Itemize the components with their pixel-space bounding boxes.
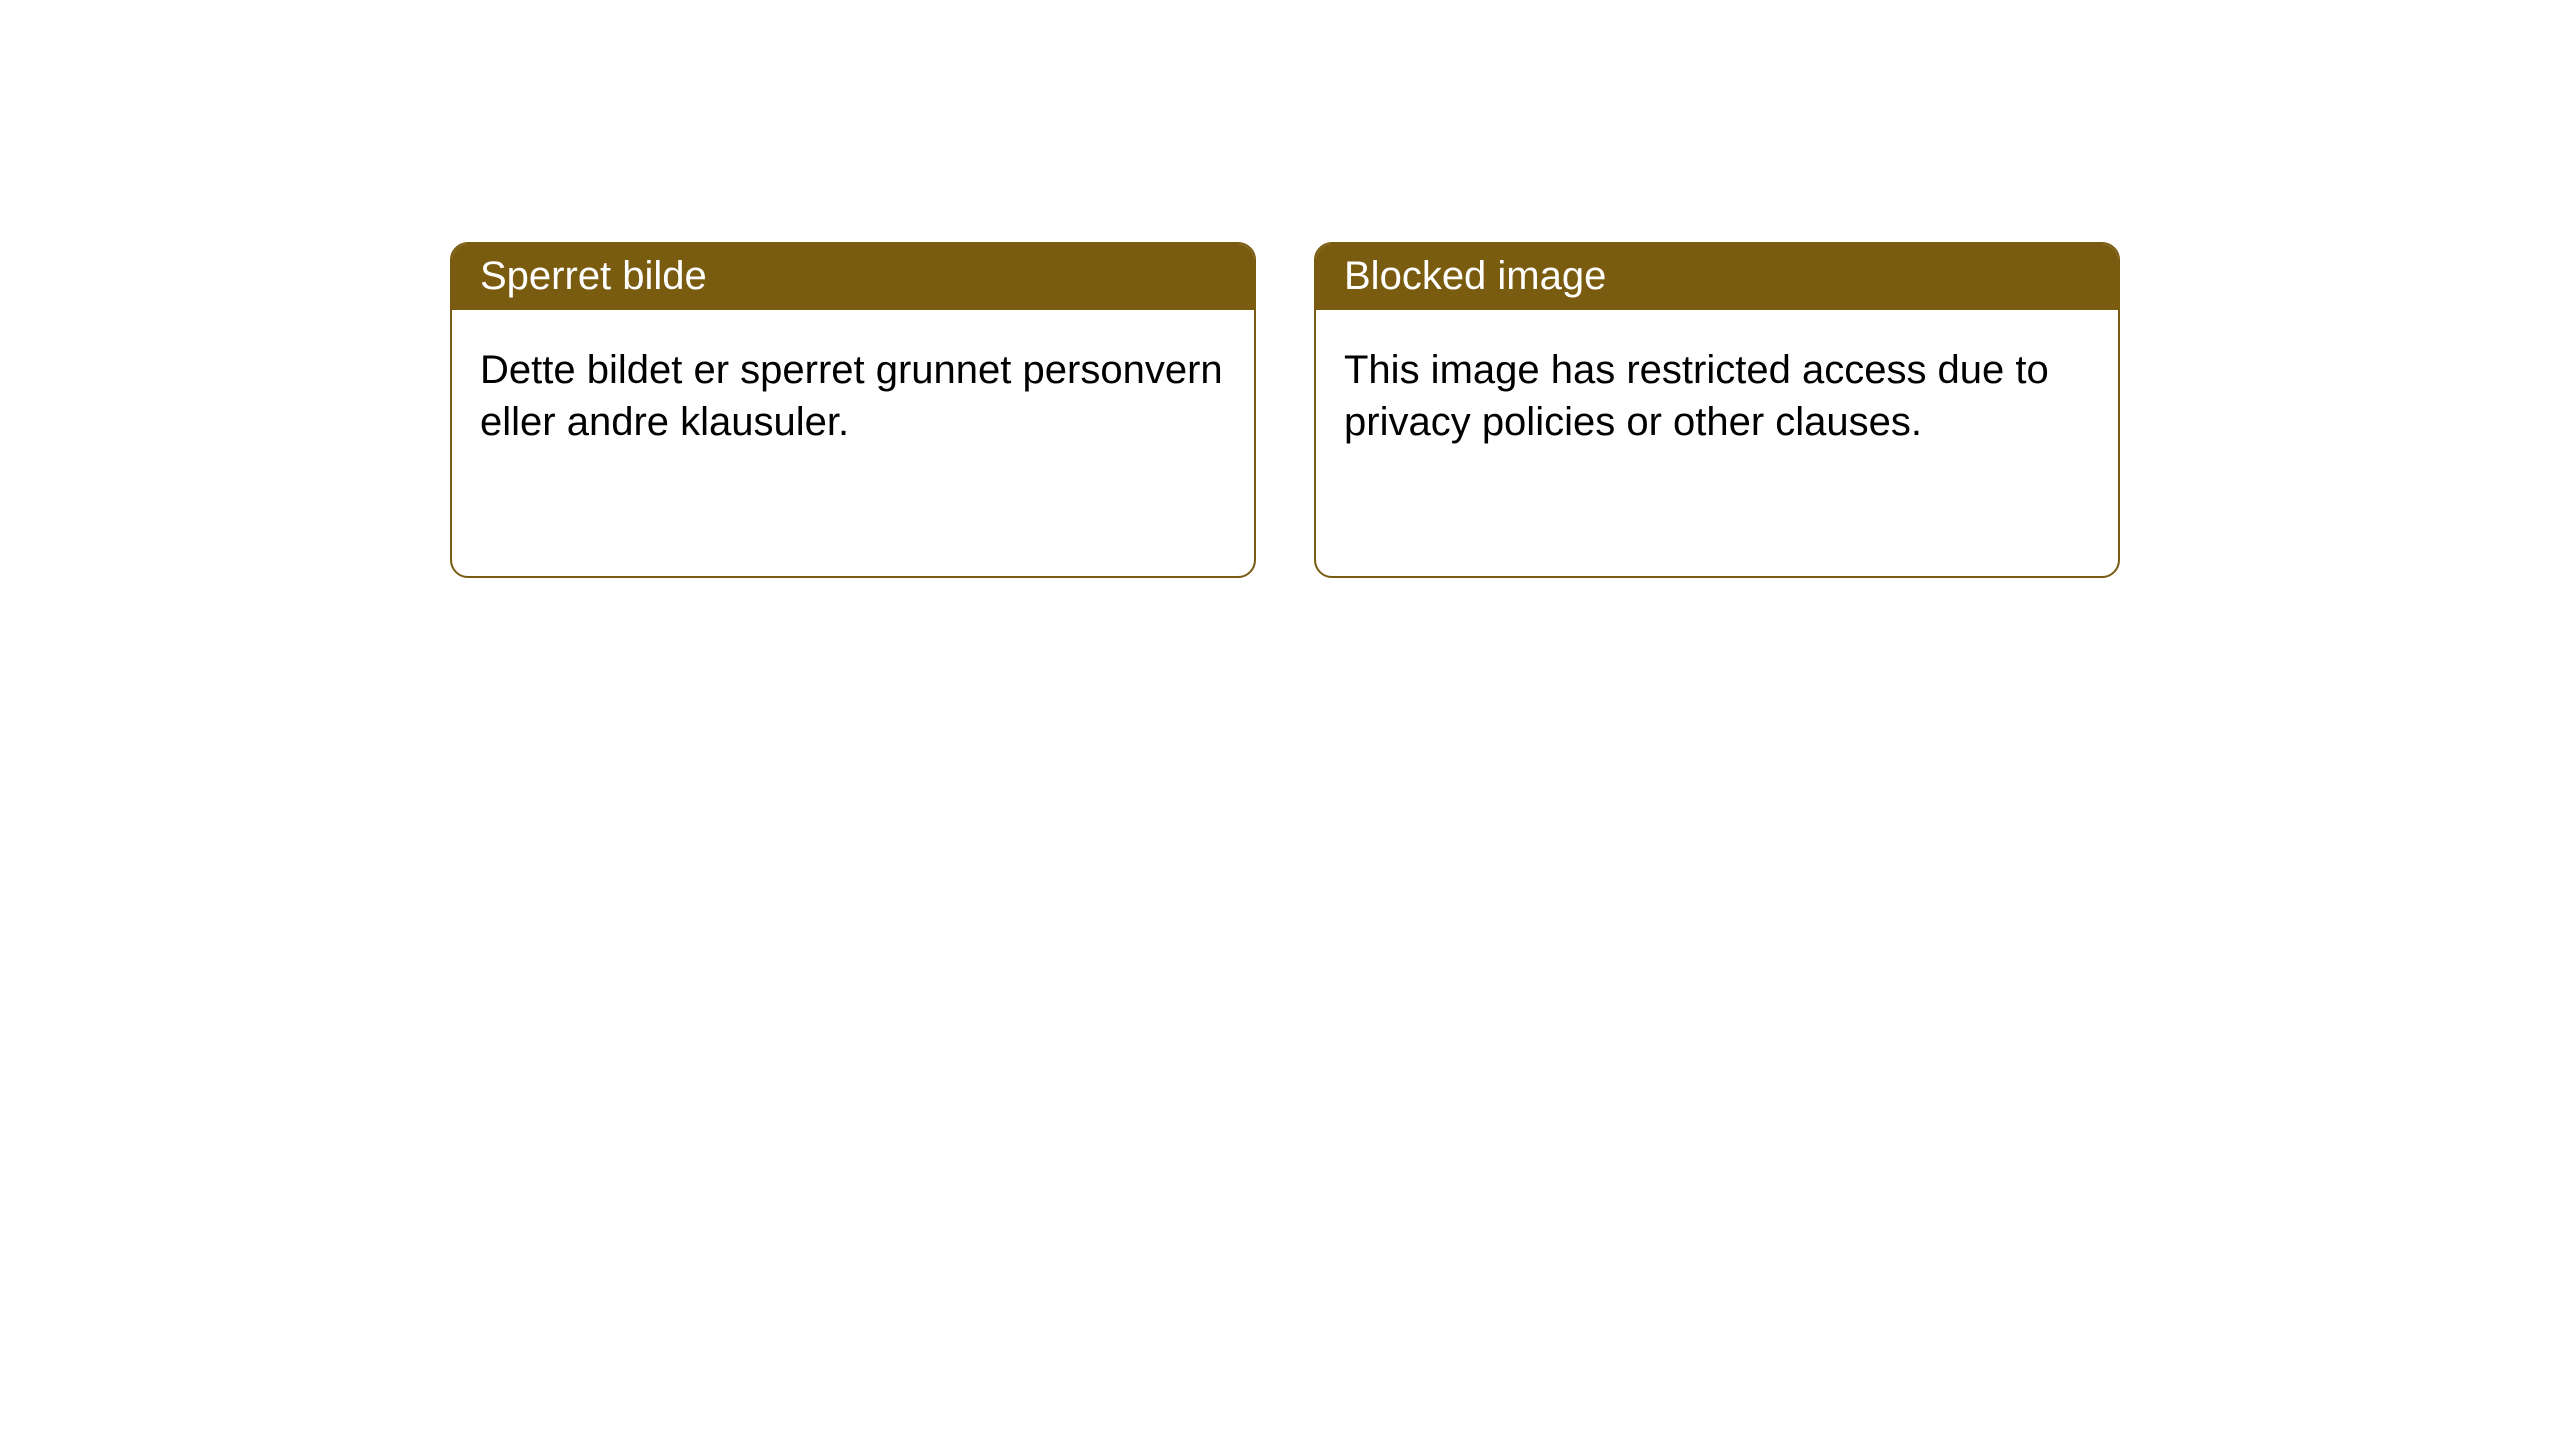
notice-container: Sperret bilde Dette bildet er sperret gr… — [0, 0, 2560, 578]
notice-body: This image has restricted access due to … — [1316, 310, 2118, 482]
notice-body: Dette bildet er sperret grunnet personve… — [452, 310, 1254, 482]
notice-card-english: Blocked image This image has restricted … — [1314, 242, 2120, 578]
notice-title: Blocked image — [1316, 244, 2118, 310]
notice-card-norwegian: Sperret bilde Dette bildet er sperret gr… — [450, 242, 1256, 578]
notice-title: Sperret bilde — [452, 244, 1254, 310]
